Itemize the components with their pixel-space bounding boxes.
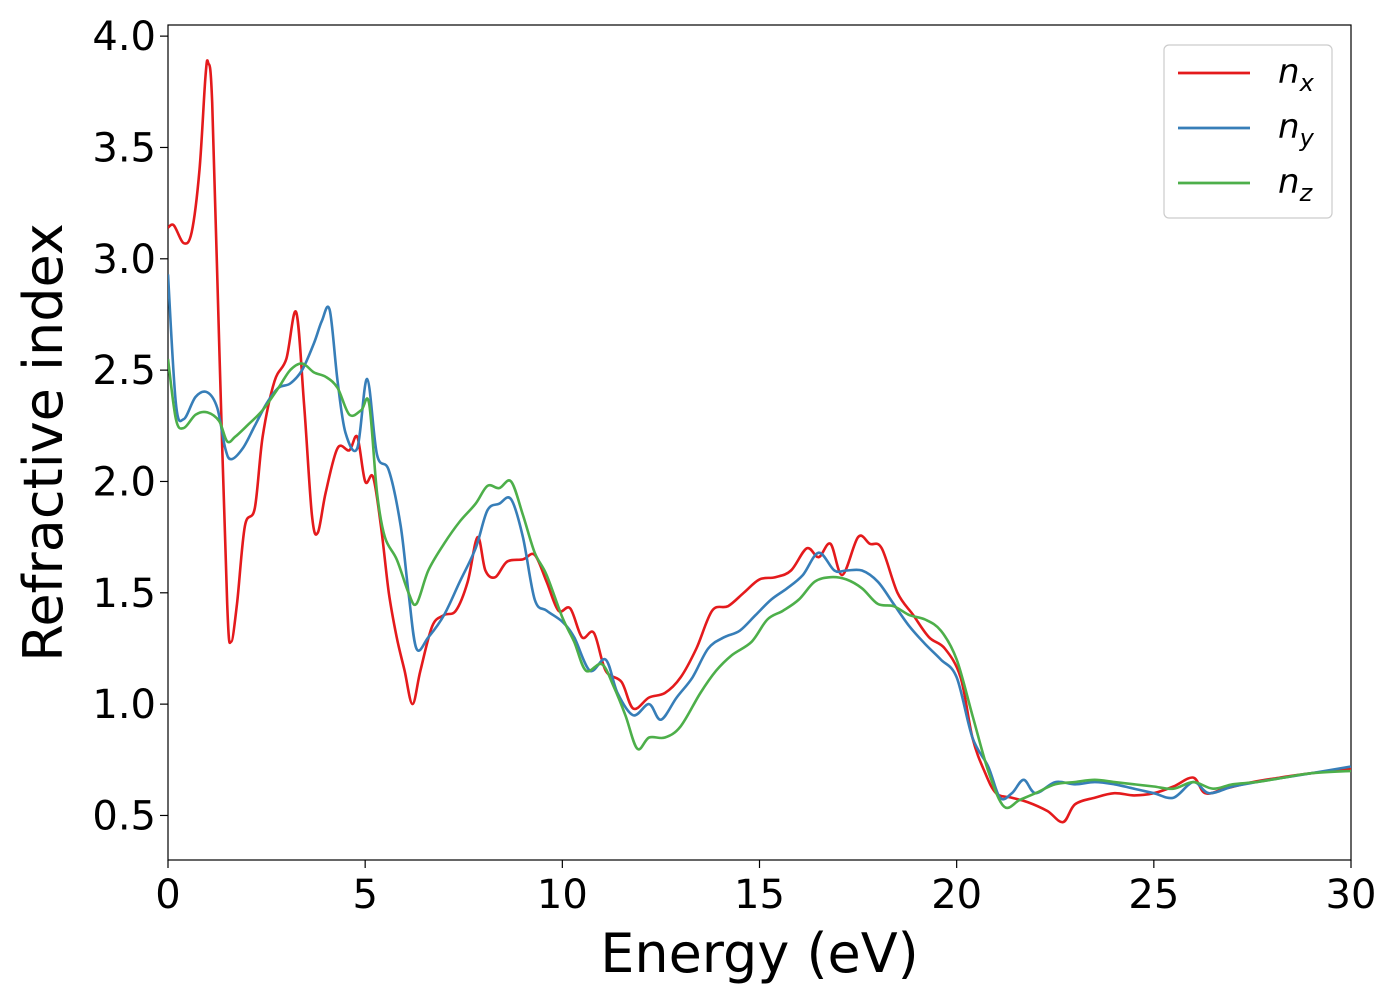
legend-box [1163, 44, 1333, 219]
y-tick-label: 3.0 [92, 237, 156, 283]
y-tick-label: 1.5 [92, 571, 156, 617]
y-tick-label: 2.0 [92, 459, 156, 505]
x-tick-label: 0 [155, 872, 180, 918]
y-axis-ticks: 0.5 1.0 1.5 2.0 2.5 3.0 3.5 4.0 [92, 14, 168, 839]
x-tick-label: 10 [537, 872, 588, 918]
x-tick-label: 20 [931, 872, 982, 918]
y-tick-label: 0.5 [92, 793, 156, 839]
y-tick-label: 4.0 [92, 14, 156, 60]
x-tick-label: 15 [734, 872, 785, 918]
plot-area [167, 24, 1352, 861]
series-line-nx [168, 59, 1351, 824]
legend-label-ny: ny [1278, 107, 1315, 152]
series-line-nz [168, 358, 1351, 810]
x-axis-label: Energy (eV) [600, 922, 919, 985]
y-tick-label: 1.0 [92, 682, 156, 728]
x-tick-label: 30 [1326, 872, 1377, 918]
series-layer [168, 59, 1351, 824]
x-tick-label: 25 [1128, 872, 1179, 918]
x-axis-ticks: 0 5 10 15 20 25 30 [155, 860, 1376, 918]
y-tick-label: 2.5 [92, 348, 156, 394]
x-tick-label: 5 [352, 872, 377, 918]
y-tick-label: 3.5 [92, 125, 156, 171]
y-axis-label: Refractive index [12, 223, 75, 662]
